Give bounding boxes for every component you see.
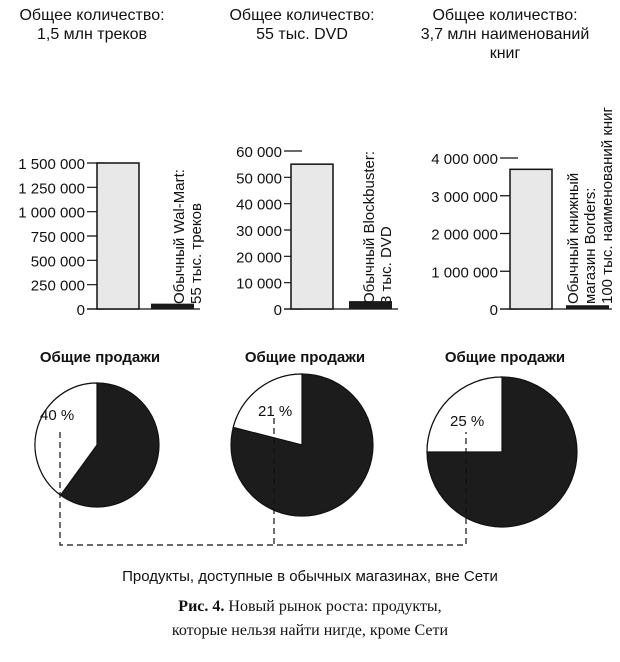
- bar-store-label: Обычный книжный: [565, 173, 582, 304]
- chart-title-line: Общее количество:: [229, 7, 374, 24]
- pie-slice-offline: [232, 373, 303, 446]
- bar-store-label: Обычный Wal-Mart:: [171, 169, 188, 304]
- y-tick-label: 2 000 000: [431, 227, 498, 244]
- bar-total: [96, 162, 140, 310]
- dashed-connector: [59, 418, 467, 546]
- chart-title-line: 1,5 млн треков: [37, 26, 147, 43]
- y-tick-label: 0: [490, 302, 498, 319]
- y-tick-label: 4 000 000: [431, 151, 498, 168]
- chart-title-line: Общее количество:: [432, 7, 577, 24]
- pie-percent-label: 21 %: [258, 403, 292, 420]
- caption-text-1: Новый рынок роста: продукты,: [224, 598, 442, 615]
- y-tick-label: 500 000: [31, 253, 85, 270]
- pie-title: Общие продажи: [245, 349, 365, 366]
- y-tick-label: 1 000 000: [18, 205, 85, 222]
- bar-store: [349, 301, 392, 309]
- y-tick-label: 3 000 000: [431, 189, 498, 206]
- pie-percent-label: 40 %: [40, 407, 74, 424]
- bar-total: [290, 163, 334, 310]
- bar-store: [151, 303, 194, 309]
- y-tick-label: 10 000: [236, 276, 282, 293]
- pie-title: Общие продажи: [445, 349, 565, 366]
- chart-title-line: Общее количество:: [19, 7, 164, 24]
- bar-total: [509, 168, 553, 310]
- chart-title-line: книг: [490, 45, 521, 62]
- y-tick-label: 1 000 000: [431, 264, 498, 281]
- bar-store-label: магазин Borders:: [582, 188, 599, 304]
- y-tick-label: 30 000: [236, 223, 282, 240]
- y-tick-label: 250 000: [31, 278, 85, 295]
- y-tick-label: 750 000: [31, 229, 85, 246]
- y-tick-label: 1 250 000: [18, 180, 85, 197]
- pie-slice-offline: [34, 382, 98, 496]
- caption-line-1: Рис. 4. Новый рынок роста: продукты,: [0, 598, 620, 616]
- bar-store-label: Обычный Blockbuster:: [361, 151, 378, 304]
- bar-store-label: 55 тыс. треков: [188, 203, 205, 304]
- pie-percent-label: 25 %: [450, 413, 484, 430]
- y-tick-label: 20 000: [236, 249, 282, 266]
- chart-title-line: 55 тыс. DVD: [256, 26, 348, 43]
- y-tick-label: 40 000: [236, 197, 282, 214]
- chart-title-line: 3,7 млн наименований: [421, 26, 590, 43]
- pie-title: Общие продажи: [40, 349, 160, 366]
- y-tick-label: 50 000: [236, 170, 282, 187]
- bar-store-label: 100 тыс. наименований книг: [599, 106, 616, 304]
- caption-prefix: Рис. 4.: [178, 598, 225, 615]
- y-tick-label: 0: [274, 302, 282, 319]
- y-tick-label: 0: [77, 302, 85, 319]
- bar-store: [566, 305, 609, 309]
- pie-slice-offline: [426, 376, 503, 453]
- bar-store-label: 3 тыс. DVD: [378, 226, 395, 304]
- y-tick-label: 60 000: [236, 144, 282, 161]
- legend-note: Продукты, доступные в обычных магазинах,…: [122, 568, 498, 585]
- caption-line-2: которые нельзя найти нигде, кроме Сети: [171, 622, 449, 639]
- y-tick-label: 1 500 000: [18, 156, 85, 173]
